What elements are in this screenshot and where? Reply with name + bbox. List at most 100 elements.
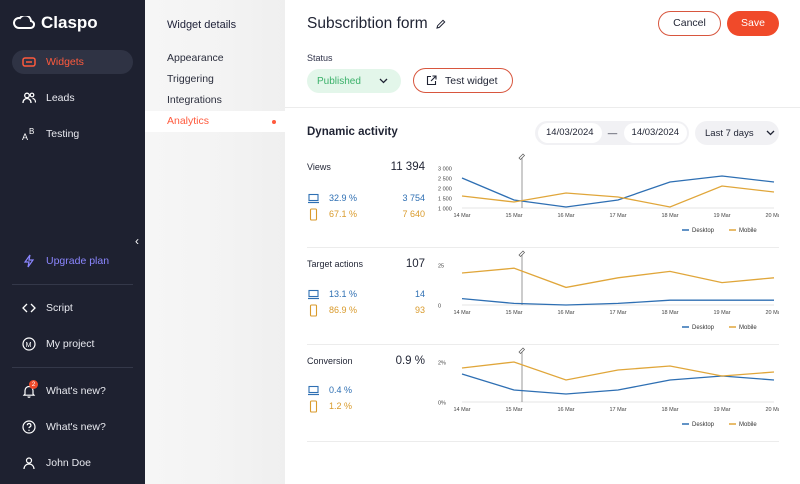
nav-item-script[interactable]: Script: [12, 296, 133, 320]
x-tick-label: 16 Mar: [557, 310, 574, 316]
svg-text:M: M: [26, 342, 32, 349]
legend-label: Desktop: [692, 325, 715, 331]
status-value: Published: [317, 75, 361, 87]
x-tick-label: 18 Mar: [661, 213, 678, 219]
desktop-percent: 32.9 %: [329, 193, 358, 203]
upgrade-label: Upgrade plan: [46, 255, 110, 267]
x-tick-label: 17 Mar: [609, 213, 626, 219]
test-widget-label: Test widget: [445, 74, 498, 87]
date-to[interactable]: 14/03/2024: [623, 123, 688, 143]
pencil-edit-icon[interactable]: [435, 19, 446, 29]
x-tick-label: 20 Mar: [765, 310, 779, 316]
brand-logo[interactable]: Claspo: [0, 0, 145, 46]
notification-badge: 2: [29, 380, 38, 389]
series-line-desktop: [461, 175, 775, 208]
active-dot: [272, 120, 276, 124]
details-item-integrations[interactable]: Integrations: [167, 94, 222, 106]
users-icon: [22, 92, 36, 104]
x-tick-label: 14 Mar: [453, 310, 470, 316]
cancel-button[interactable]: Cancel: [658, 11, 721, 36]
page-title-text: Subscribtion form: [307, 15, 428, 32]
desktop-row: 32.9 % 3 754: [307, 191, 425, 205]
y-tick-label: 2 500: [438, 177, 452, 183]
series-line-mobile: [461, 361, 775, 381]
pencil-annotation-icon: [518, 153, 525, 160]
nav-item-whats-new-help[interactable]: What's new?: [12, 415, 133, 439]
bell-icon-wrapper: 2: [22, 380, 38, 398]
divider: [12, 367, 133, 368]
test-widget-button[interactable]: Test widget: [413, 68, 513, 93]
code-icon: [22, 303, 36, 313]
mobile-row: 1.2 %: [307, 399, 425, 413]
upgrade-plan-link[interactable]: Upgrade plan: [12, 249, 133, 273]
x-tick-label: 20 Mar: [765, 407, 779, 413]
status-label: Status: [307, 53, 333, 63]
x-tick-label: 14 Mar: [453, 407, 470, 413]
main-content: Subscribtion form Cancel Save Status Pub…: [285, 0, 800, 484]
date-range-picker[interactable]: 14/03/2024 — 14/03/2024: [535, 121, 689, 145]
metric-name: Target actions: [307, 259, 364, 269]
desktop-percent: 13.1 %: [329, 289, 358, 299]
details-item-appearance[interactable]: Appearance: [167, 52, 224, 64]
series-line-desktop: [461, 297, 774, 306]
x-tick-label: 15 Mar: [505, 407, 522, 413]
svg-text:A: A: [22, 132, 28, 141]
details-item-analytics[interactable]: Analytics: [145, 111, 285, 132]
nav-item-my-project[interactable]: M My project: [12, 332, 133, 356]
mobile-percent: 1.2 %: [329, 401, 353, 411]
y-tick-label: 2%: [438, 361, 446, 367]
metric-name: Conversion: [307, 356, 353, 366]
phone-icon: [309, 399, 318, 413]
metric-views: Views 11 394 32.9 % 3 754 67.1 % 7 640 1…: [307, 152, 779, 248]
series-line-mobile: [461, 185, 775, 208]
y-tick-label: 25: [438, 264, 444, 270]
divider: [12, 284, 133, 285]
x-tick-label: 16 Mar: [557, 213, 574, 219]
nav-label: Testing: [46, 128, 80, 140]
x-tick-label: 15 Mar: [505, 310, 522, 316]
nav-item-widgets[interactable]: Widgets: [12, 50, 133, 74]
mobile-percent: 67.1 %: [329, 209, 358, 219]
x-tick-label: 17 Mar: [609, 407, 626, 413]
date-from[interactable]: 14/03/2024: [538, 123, 602, 143]
ab-test-icon: AB: [22, 127, 34, 141]
details-title: Widget details: [167, 19, 237, 31]
x-tick-label: 18 Mar: [661, 407, 678, 413]
chevron-down-icon: [379, 78, 388, 84]
nav-item-leads[interactable]: Leads: [12, 86, 133, 110]
collapse-sidebar-icon[interactable]: ‹: [135, 234, 139, 248]
metric-total: 107: [405, 258, 425, 270]
x-tick-label: 16 Mar: [557, 407, 574, 413]
nav-label: Widgets: [46, 56, 84, 68]
x-tick-label: 14 Mar: [453, 213, 470, 219]
desktop-row: 0.4 %: [307, 383, 425, 397]
details-item-triggering[interactable]: Triggering: [167, 73, 214, 85]
legend-label: Mobile: [739, 325, 757, 331]
laptop-icon: [308, 289, 319, 299]
widget-details-panel: ‹ Widget details Appearance Triggering I…: [135, 0, 285, 484]
nav-item-user[interactable]: John Doe: [12, 451, 133, 475]
x-tick-label: 15 Mar: [505, 213, 522, 219]
user-name: John Doe: [46, 457, 91, 469]
y-tick-label: 0: [438, 304, 441, 310]
views-chart: 1 000 1 500 2 000 2 500 3 000 14 Mar 15 Mar 16 …: [438, 153, 779, 234]
x-tick-label: 19 Mar: [713, 407, 730, 413]
chevron-down-icon: [766, 130, 775, 136]
user-icon: [23, 457, 35, 470]
mobile-count: 93: [414, 305, 425, 315]
save-button[interactable]: Save: [727, 11, 779, 36]
details-item-label: Analytics: [167, 115, 210, 127]
lightning-icon: [23, 254, 35, 268]
page-header: Subscribtion form Cancel Save Status Pub…: [285, 0, 800, 108]
phone-icon: [309, 207, 318, 221]
y-tick-label: 2 000: [438, 187, 452, 193]
nav-label: My project: [46, 338, 95, 350]
desktop-count: 14: [414, 289, 425, 299]
status-select[interactable]: Published: [307, 69, 401, 93]
mobile-row: 67.1 % 7 640: [307, 207, 425, 221]
period-select[interactable]: Last 7 days: [695, 121, 779, 145]
phone-icon: [309, 303, 318, 317]
legend-label: Mobile: [739, 422, 757, 428]
nav-item-whats-new-notifications[interactable]: 2 What's new?: [12, 379, 133, 403]
